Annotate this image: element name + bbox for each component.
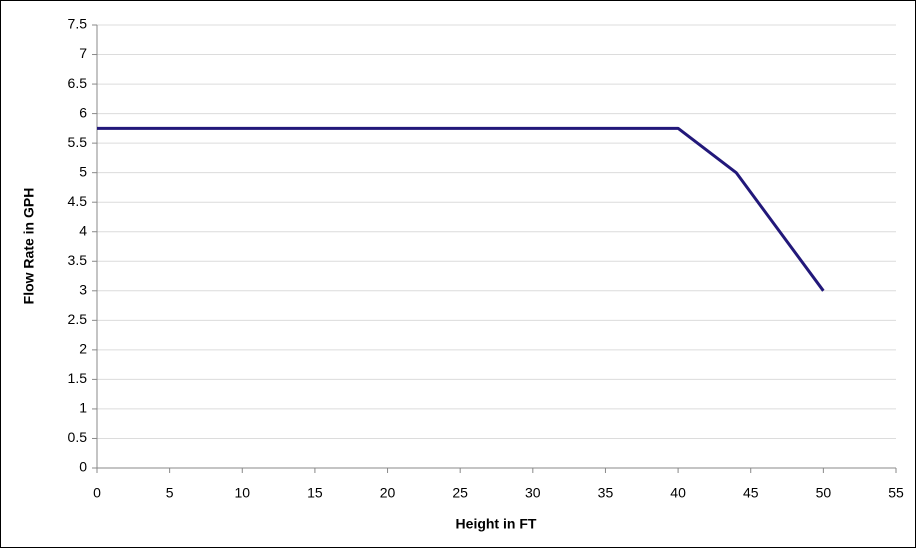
y-tick-label: 0: [79, 459, 87, 475]
y-tick-label: 7: [79, 45, 87, 61]
x-tick-label: 20: [380, 485, 396, 501]
y-tick-label: 2.5: [68, 311, 88, 327]
y-tick-label: 4: [79, 222, 87, 238]
x-tick-label: 30: [525, 485, 541, 501]
x-tick-label: 5: [166, 485, 174, 501]
x-tick-label: 35: [598, 485, 614, 501]
y-tick-label: 7.5: [68, 16, 88, 32]
x-tick-label: 55: [888, 485, 904, 501]
x-tick-label: 0: [93, 485, 101, 501]
y-tick-label: 6.5: [68, 75, 88, 91]
x-tick-label: 45: [743, 485, 759, 501]
y-tick-label: 5.5: [68, 134, 88, 150]
y-tick-label: 6: [79, 104, 87, 120]
y-tick-label: 4.5: [68, 193, 88, 209]
y-axis-title: Flow Rate in GPH: [21, 188, 37, 305]
y-tick-label: 2: [79, 341, 87, 357]
x-tick-label: 40: [670, 485, 686, 501]
y-tick-label: 3: [79, 282, 87, 298]
y-tick-label: 1.5: [68, 370, 88, 386]
y-tick-label: 3.5: [68, 252, 88, 268]
data-line: [97, 126, 825, 292]
y-tick-label: 1: [79, 400, 87, 416]
x-tick-label: 25: [452, 485, 468, 501]
y-tick-label: 5: [79, 163, 87, 179]
y-tick-label: 0.5: [68, 429, 88, 445]
x-tick-label: 50: [816, 485, 832, 501]
x-tick-label: 10: [234, 485, 250, 501]
x-tick-label: 15: [307, 485, 323, 501]
x-axis-title: Height in FT: [456, 516, 537, 532]
